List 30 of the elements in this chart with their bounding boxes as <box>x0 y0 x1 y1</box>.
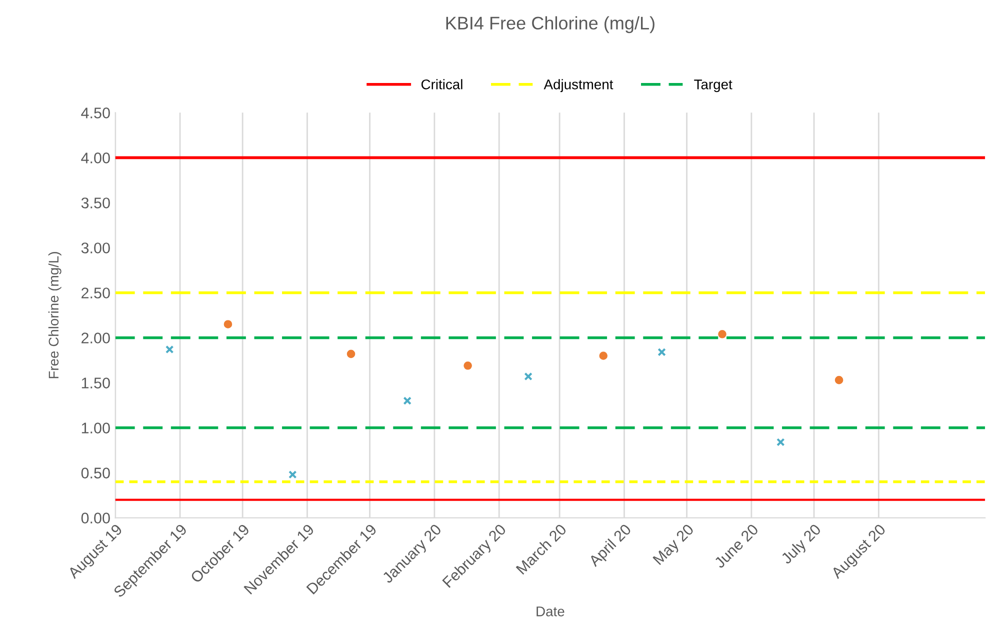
y-tick-label: 0.50 <box>81 468 110 478</box>
point <box>288 470 297 479</box>
point <box>834 376 844 384</box>
y-tick-label: 2.00 <box>82 332 110 344</box>
point <box>718 330 726 338</box>
y-axis-title: Free Chlorine (mg/L) <box>48 252 62 378</box>
y-tick-label: 4.00 <box>81 152 110 164</box>
y-tick-label: 3.00 <box>81 242 110 254</box>
legend-label: Adjustment <box>544 79 614 92</box>
y-tick-label: 2.50 <box>82 288 110 298</box>
point <box>165 345 174 354</box>
point <box>658 348 666 356</box>
point <box>403 396 412 405</box>
x-axis-title: Date <box>536 606 564 616</box>
chart-title: KBI4 Free Chlorine (mg/L) <box>446 16 654 34</box>
point <box>776 438 785 446</box>
point <box>524 372 532 381</box>
y-tick-label: 1.50 <box>82 378 110 388</box>
y-tick-label: 1.00 <box>82 422 110 434</box>
point <box>346 350 356 358</box>
point <box>464 362 472 370</box>
legend-label: Target <box>694 80 732 92</box>
x-tick-label: July 20 <box>780 523 824 567</box>
legend-label: Critical <box>421 79 462 90</box>
point <box>224 320 232 328</box>
point <box>599 352 608 360</box>
y-tick-label: 0.00 <box>81 512 110 524</box>
y-tick-label: 3.50 <box>81 198 110 208</box>
x-tick-label: May 20 <box>652 523 696 568</box>
y-tick-label: 4.50 <box>81 108 110 118</box>
